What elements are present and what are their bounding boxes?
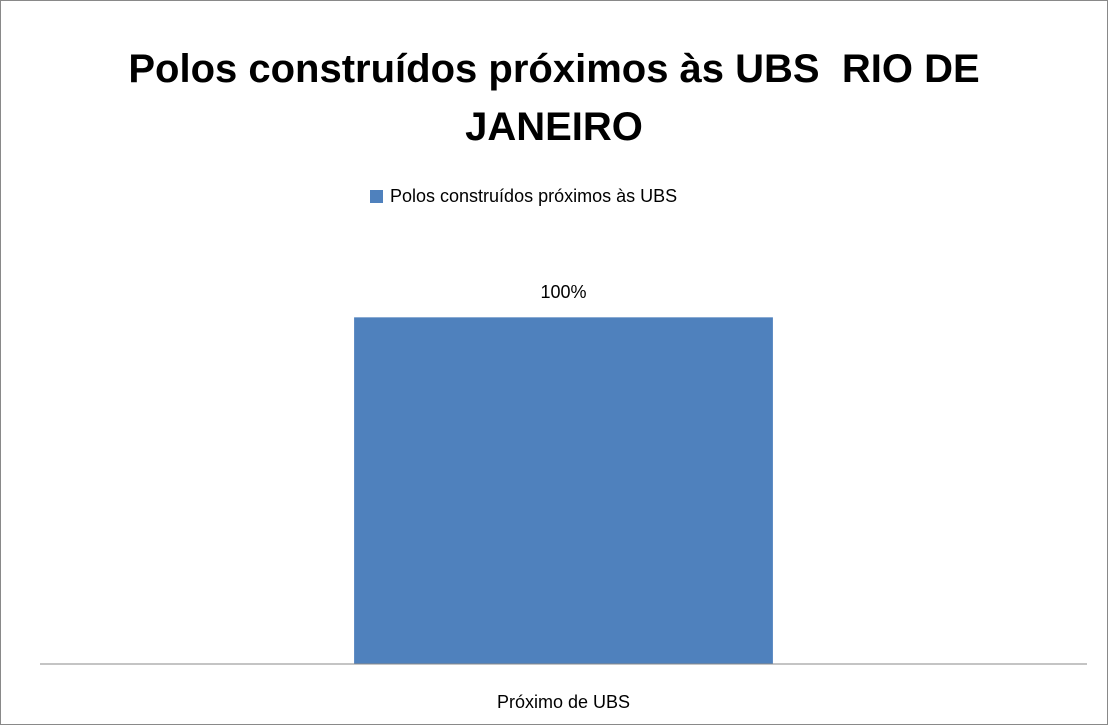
legend-swatch [370, 190, 383, 203]
legend-label: Polos construídos próximos às UBS [390, 186, 677, 206]
bar [354, 317, 773, 664]
x-tick-label: Próximo de UBS [497, 692, 630, 712]
value-label: 100% [540, 282, 586, 302]
chart-title: Polos construídos próximos às UBS RIO DE… [128, 47, 991, 149]
